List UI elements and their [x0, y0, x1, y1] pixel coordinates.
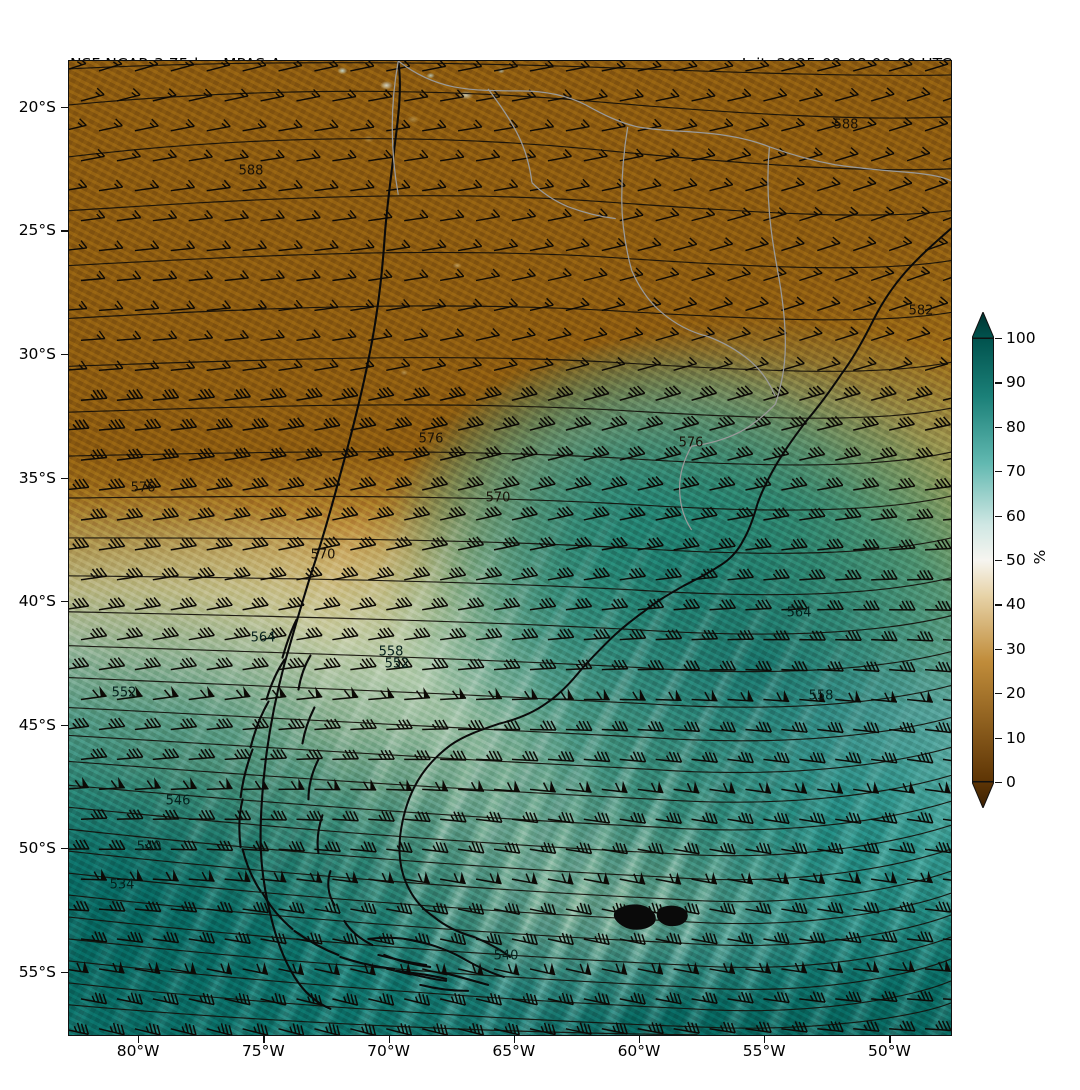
colorbar-tick — [995, 604, 1002, 606]
map-canvas: 588 588 582 576 576 576 570 570 564 564 558 552 558 5… — [69, 61, 951, 1035]
height-contour-label: 534 — [109, 877, 135, 893]
colorbar-tick-label: 90 — [1006, 373, 1026, 392]
colorbar-tick-label: 40 — [1006, 595, 1026, 614]
colorbar-tick-label: 70 — [1006, 462, 1026, 481]
x-axis-label: 60°W — [617, 1042, 661, 1060]
colorbar-extend-top-arrow — [972, 312, 994, 338]
colorbar-tick — [995, 426, 1002, 429]
colorbar-tick-label: 20 — [1006, 684, 1026, 703]
colorbar-tick — [995, 515, 1002, 517]
map-plot-area[interactable]: 588 588 582 576 576 576 570 570 564 564 558 552 558 5… — [68, 60, 952, 1036]
y-axis-label: 45°S — [18, 715, 56, 734]
y-axis-label: 55°S — [18, 962, 56, 981]
colorbar-tick — [995, 648, 1002, 651]
colorbar-tick-label: 30 — [1006, 639, 1026, 658]
height-contour-label: 576 — [130, 480, 156, 496]
x-axis-tick — [388, 1036, 390, 1043]
colorbar[interactable]: 0 10 20 30 40 50 60 70 80 90 100 — [968, 312, 1036, 808]
colorbar-tick — [995, 782, 1002, 784]
x-axis-label: 75°W — [241, 1042, 285, 1060]
colorbar-tick-label: 50 — [1006, 551, 1026, 569]
height-contour-label: 564 — [250, 630, 276, 646]
height-contour-label: 552 — [111, 685, 137, 701]
colorbar-tick — [995, 560, 1002, 562]
y-axis-tick — [61, 601, 68, 603]
y-axis-label: 35°S — [18, 468, 56, 487]
colorbar-tick — [995, 737, 1002, 739]
x-axis-label: 55°W — [742, 1042, 786, 1060]
x-axis-label: 50°W — [867, 1042, 911, 1060]
colorbar-tick — [995, 382, 1002, 384]
colorbar-tick-label: 0 — [1006, 773, 1016, 791]
height-contour-label: 546 — [165, 793, 191, 809]
x-axis-tick — [138, 1036, 140, 1043]
colorbar-tick-label: 60 — [1006, 506, 1026, 525]
contour-label-layer: 588 588 582 576 576 576 570 570 564 564 558 552 558 5… — [69, 61, 951, 1035]
height-contour-label: 540 — [136, 839, 162, 855]
height-contour-label: 558 — [378, 644, 404, 660]
height-contour-label: 570 — [310, 547, 336, 563]
y-axis-tick — [61, 106, 68, 109]
x-axis-tick — [638, 1036, 641, 1043]
x-axis-tick — [889, 1036, 891, 1043]
x-axis-tick — [764, 1036, 766, 1043]
colorbar-tick — [995, 471, 1002, 473]
colorbar-unit-label: % — [1031, 549, 1049, 565]
x-axis-label: 80°W — [116, 1042, 160, 1060]
height-contour-label: 564 — [786, 605, 812, 621]
colorbar-tick — [995, 338, 1002, 340]
height-contour-label: 588 — [833, 117, 859, 133]
height-contour-label: 558 — [808, 688, 834, 704]
map-coastlines-borders — [238, 61, 951, 1010]
height-contour-label: 540 — [493, 948, 519, 964]
y-axis-label: 25°S — [18, 221, 56, 240]
x-axis-tick — [513, 1036, 515, 1043]
x-axis-label: 65°W — [492, 1042, 536, 1060]
y-axis-tick — [61, 848, 68, 850]
y-axis-label: 20°S — [18, 97, 56, 116]
height-contour-label: 576 — [678, 435, 704, 451]
y-axis-tick — [61, 724, 68, 726]
height-contour-label: 582 — [908, 303, 934, 319]
y-axis-label: 50°S — [18, 839, 56, 858]
x-axis-tick — [263, 1036, 265, 1043]
colorbar-extend-bottom-arrow — [972, 782, 994, 808]
y-axis-tick — [61, 230, 68, 232]
colorbar-tick — [995, 693, 1002, 695]
y-axis-label: 30°S — [18, 345, 56, 364]
height-contour-label: 588 — [238, 163, 264, 179]
x-axis-label: 70°W — [367, 1042, 410, 1060]
colorbar-gradient — [972, 338, 994, 782]
height-contour-label: 576 — [418, 431, 444, 447]
colorbar-tick-label: 10 — [1006, 728, 1026, 747]
colorbar-tick-label: 80 — [1006, 417, 1026, 436]
y-axis-label: 40°S — [18, 592, 56, 611]
y-axis-tick — [61, 971, 68, 973]
height-contour-label: 552 — [384, 656, 410, 672]
height-contour-label: 570 — [485, 490, 511, 506]
colorbar-tick-label: 100 — [1006, 329, 1036, 347]
y-axis-tick — [61, 354, 68, 356]
y-axis-tick — [61, 477, 68, 479]
